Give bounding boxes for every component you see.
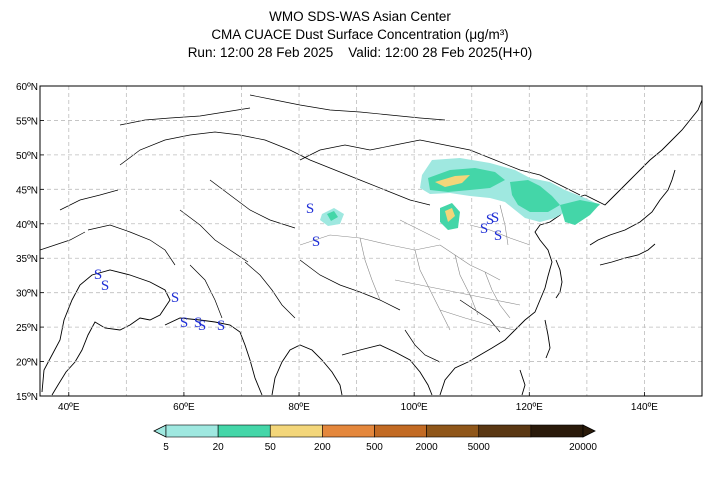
map-frame xyxy=(39,85,703,397)
lat-label: 45ºN xyxy=(16,185,38,196)
legend-level-label: 50 xyxy=(265,442,277,453)
map-title-block: WMO SDS-WAS Asian Center CMA CUACE Dust … xyxy=(0,8,720,62)
map-title-line2: CMA CUACE Dust Surface Concentration (μg… xyxy=(211,27,509,42)
lon-label: 120ºE xyxy=(516,402,543,413)
dust-storm-symbol: S xyxy=(494,228,502,244)
lon-label: 60ºE xyxy=(173,402,195,413)
lon-label: 40ºE xyxy=(58,402,80,413)
legend-swatch xyxy=(478,424,532,438)
legend-swatch xyxy=(426,424,480,438)
lat-label: 50ºN xyxy=(16,151,38,162)
legend-arrow-right xyxy=(582,424,596,438)
lat-lon-grid xyxy=(39,85,703,397)
legend-arrow-left xyxy=(153,424,167,438)
dust-contour xyxy=(327,211,338,221)
dust-contour xyxy=(445,208,455,222)
legend-swatch xyxy=(374,424,427,438)
dust-contour xyxy=(435,175,470,187)
lon-label: 140ºE xyxy=(631,402,658,413)
legend-level-label: 5 xyxy=(163,442,169,453)
coastlines xyxy=(41,99,703,396)
legend-swatch xyxy=(322,424,375,438)
lat-label: 15ºN xyxy=(16,392,38,403)
lat-label: 55ºN xyxy=(16,116,38,127)
dust-storm-symbol: S xyxy=(198,318,206,334)
legend-level-label: 20000 xyxy=(569,442,597,453)
legend-level-label: 500 xyxy=(366,442,383,453)
legend-swatch xyxy=(217,424,271,438)
dust-storm-symbol: S xyxy=(312,234,320,250)
dust-storm-symbol: S xyxy=(491,210,499,226)
lon-label: 80ºE xyxy=(288,402,310,413)
lon-label: 100ºE xyxy=(401,402,428,413)
legend-swatch xyxy=(530,424,584,438)
legend-swatch xyxy=(165,424,219,438)
dust-storm-symbol: S xyxy=(94,267,102,283)
dust-storm-symbol: S xyxy=(101,278,109,294)
dust-storm-symbol: S xyxy=(217,318,225,334)
dust-storm-symbol: S xyxy=(480,221,488,237)
lat-label: 60ºN xyxy=(16,82,38,93)
legend-swatch xyxy=(269,424,323,438)
dust-storm-symbol: S xyxy=(486,212,494,228)
lat-label: 35ºN xyxy=(16,254,38,265)
province-borders xyxy=(299,204,531,331)
dust-concentration-shading xyxy=(320,158,600,230)
legend-level-label: 5000 xyxy=(468,442,491,453)
lat-label: 30ºN xyxy=(16,289,38,300)
legend-level-label: 200 xyxy=(314,442,331,453)
legend-level-label: 2000 xyxy=(416,442,439,453)
lat-label: 20ºN xyxy=(16,358,38,369)
dust-contour xyxy=(560,200,600,225)
dust-storm-symbol: S xyxy=(171,290,179,306)
map-title-line3: Run: 12:00 28 Feb 2025 Valid: 12:00 28 F… xyxy=(187,45,533,60)
dust-storm-symbol: S xyxy=(180,315,188,331)
dust-contour xyxy=(510,180,560,212)
axis-labels: 60ºN 55ºN 50ºN 45ºN 40ºN 35ºN 30ºN 25ºN 20ºN 15ºN… xyxy=(16,82,658,413)
lat-label: 25ºN xyxy=(16,323,38,334)
map-title-line1: WMO SDS-WAS Asian Center xyxy=(269,9,451,24)
dust-storm-symbol: S xyxy=(194,315,202,331)
legend-level-label: 20 xyxy=(213,442,225,453)
dust-storm-symbol: S xyxy=(306,201,314,217)
lat-label: 40ºN xyxy=(16,220,38,231)
